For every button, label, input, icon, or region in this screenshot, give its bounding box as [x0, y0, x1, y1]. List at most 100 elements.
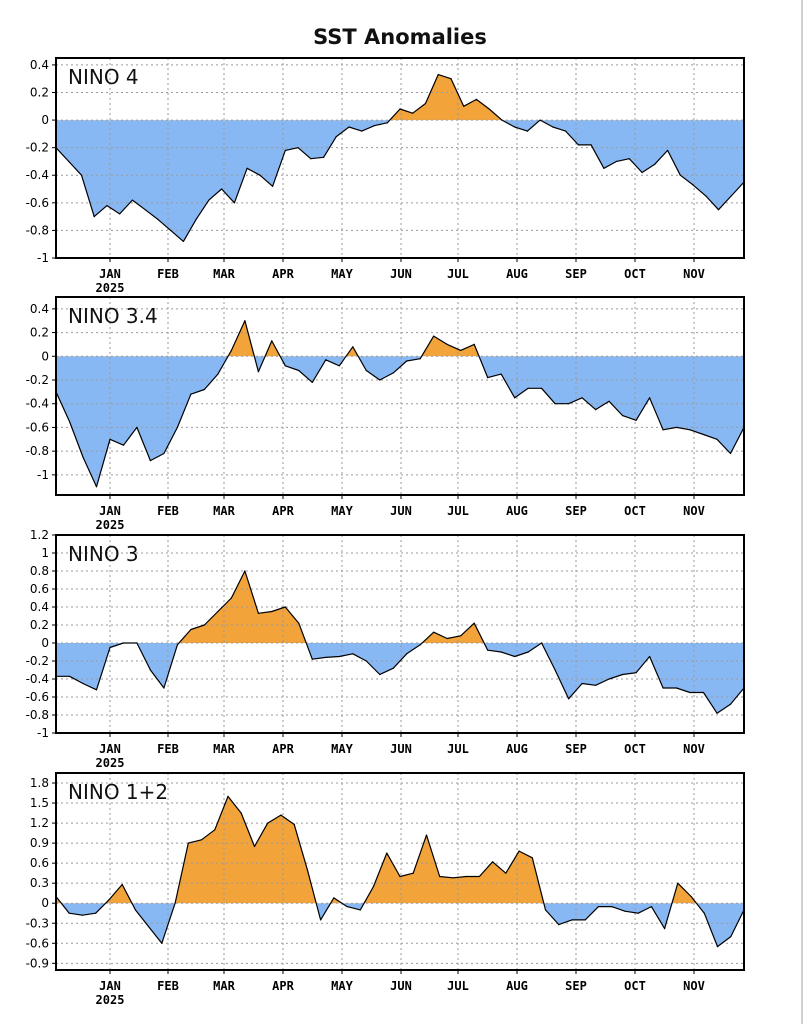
y-tick-label: -0.8	[26, 223, 49, 237]
x-tick-label: JUL	[447, 267, 469, 281]
panel-nino-1-2: 1.8 1.5 1.2 0.9 0.6 0.3 0 -0.3 -0.6 -0.9 JAN FEB MAR…	[26, 772, 745, 1007]
y-tick-label: -0.3	[26, 916, 49, 930]
plot-frame	[55, 772, 745, 971]
data-point	[68, 912, 70, 914]
y-axis: 0.4 0.2 0 -0.2 -0.4 -0.6 -0.8 -1	[26, 302, 56, 482]
x-tick-label: NOV	[683, 504, 705, 518]
data-point	[501, 119, 503, 121]
data-point	[284, 365, 286, 367]
area-fills	[56, 74, 744, 242]
x-tick-label: MAY	[331, 742, 353, 756]
y-tick-label: 0	[41, 349, 49, 363]
data-point	[460, 635, 462, 637]
negative-anomaly-area	[56, 356, 744, 487]
data-point	[702, 433, 705, 436]
data-point	[505, 872, 507, 874]
data-point	[272, 185, 274, 187]
data-point	[386, 122, 388, 124]
data-point	[437, 74, 439, 76]
x-tick-label: NOV	[683, 742, 705, 756]
data-point	[323, 156, 325, 158]
data-point	[82, 456, 84, 458]
data-point	[558, 924, 560, 926]
x-tick-label: MAR	[213, 742, 235, 756]
data-point	[581, 397, 583, 399]
x-tick-label: AUG	[506, 504, 528, 518]
x-tick-label: MAY	[331, 267, 353, 281]
data-point	[174, 902, 176, 904]
data-point	[616, 160, 618, 162]
x-tick-label: JUL	[447, 979, 469, 993]
data-point	[500, 651, 502, 653]
data-point	[650, 906, 653, 908]
y-axis: 0.4 0.2 0 -0.2 -0.4 -0.6 -0.8 -1	[26, 58, 56, 265]
data-point	[424, 102, 427, 105]
data-point	[359, 909, 361, 911]
data-point	[475, 98, 477, 100]
x-tick-label: FEB	[157, 742, 179, 756]
data-point	[361, 130, 363, 132]
data-point	[635, 419, 637, 421]
y-tick-label: 0.2	[30, 85, 49, 99]
data-point	[95, 689, 98, 691]
x-tick-label: JAN	[99, 979, 121, 993]
x-tick-label: MAR	[213, 504, 235, 518]
data-point	[297, 147, 299, 149]
data-point	[253, 845, 256, 848]
data-point	[692, 184, 694, 186]
y-tick-label: -0.4	[26, 397, 49, 411]
data-point	[284, 149, 286, 151]
data-point	[450, 78, 452, 80]
data-point	[552, 126, 554, 128]
data-point	[565, 130, 567, 132]
x-tick-label: JUN	[390, 267, 412, 281]
y-tick-label: -0.2	[26, 141, 49, 155]
area-fills	[56, 571, 744, 714]
data-point	[419, 644, 421, 646]
data-point	[595, 684, 597, 686]
data-point	[95, 486, 98, 488]
data-point	[492, 861, 494, 863]
data-point	[554, 669, 556, 671]
year-label: 2025	[96, 993, 125, 1007]
x-tick-label: MAY	[331, 504, 353, 518]
data-point	[284, 606, 286, 608]
data-point	[406, 360, 408, 362]
data-point	[170, 229, 172, 231]
data-point	[514, 397, 516, 399]
data-point	[144, 209, 146, 211]
data-point	[622, 673, 624, 676]
data-point	[373, 125, 376, 127]
area-fills	[56, 320, 744, 487]
data-point	[271, 610, 273, 613]
data-point	[608, 678, 610, 680]
data-point	[246, 167, 248, 169]
data-point	[425, 834, 428, 836]
data-point	[148, 926, 150, 928]
y-tick-label: 1.5	[30, 796, 49, 810]
data-point	[399, 108, 401, 110]
y-tick-label: 0	[41, 113, 49, 127]
panel-label: NINO 1+2	[68, 780, 168, 804]
data-point	[679, 174, 681, 176]
data-point	[730, 936, 732, 938]
data-point	[611, 906, 613, 908]
data-point	[267, 822, 269, 824]
data-point	[227, 795, 229, 798]
data-point	[346, 906, 348, 908]
data-point	[689, 429, 691, 431]
data-point	[176, 426, 178, 428]
data-point	[311, 381, 313, 383]
panel-nino-4: 0.4 0.2 0 -0.2 -0.4 -0.6 -0.8 -1 JAN FEB MAR APR MAY…	[26, 57, 745, 295]
data-point	[577, 144, 580, 146]
data-point	[293, 823, 295, 826]
data-point	[298, 622, 300, 624]
data-point	[597, 906, 600, 908]
y-tick-label: 1	[41, 546, 49, 560]
data-point	[439, 875, 441, 878]
data-point	[122, 642, 125, 644]
data-point	[514, 655, 516, 658]
anomaly-series-line	[56, 320, 744, 488]
x-tick-label: MAY	[331, 979, 353, 993]
